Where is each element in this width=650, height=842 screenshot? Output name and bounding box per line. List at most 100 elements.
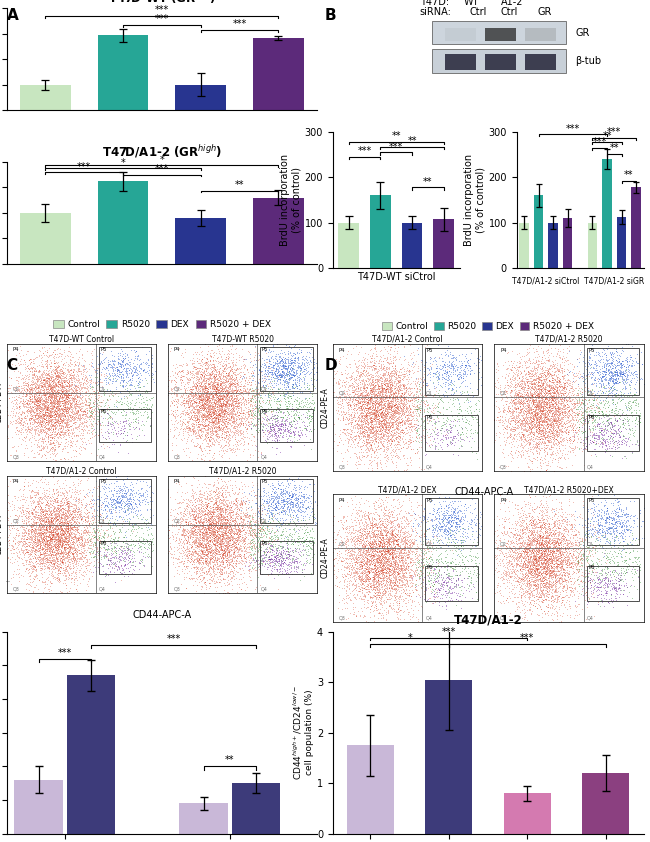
Point <box>351 579 361 593</box>
Point <box>562 582 573 595</box>
Point <box>540 423 551 436</box>
Bar <box>261 541 313 574</box>
Point <box>271 529 281 542</box>
Point <box>353 429 363 442</box>
Point <box>520 412 530 425</box>
Point <box>443 556 453 569</box>
Point <box>525 544 535 557</box>
Point <box>527 589 538 602</box>
Point <box>562 528 573 541</box>
Point <box>605 591 616 605</box>
Point <box>211 514 222 528</box>
Point <box>36 528 46 541</box>
Point <box>3 384 14 397</box>
Point <box>346 424 356 438</box>
Point <box>504 555 514 568</box>
Point <box>534 564 544 578</box>
Point <box>374 529 384 542</box>
Point <box>527 538 538 552</box>
Point <box>62 402 72 415</box>
Point <box>40 552 50 565</box>
Point <box>197 417 207 430</box>
Point <box>185 529 196 542</box>
Point <box>439 566 450 579</box>
Point <box>541 555 552 568</box>
Point <box>46 540 57 553</box>
Point <box>200 381 210 395</box>
Point <box>597 370 607 384</box>
Point <box>127 550 138 563</box>
Point <box>196 367 206 381</box>
Point <box>30 551 40 564</box>
Point <box>126 483 136 497</box>
Point <box>287 543 298 557</box>
Point <box>431 561 441 574</box>
Point <box>194 413 205 427</box>
Point <box>387 384 398 397</box>
Point <box>216 418 227 432</box>
Point <box>375 536 385 550</box>
Point <box>456 376 467 389</box>
Point <box>456 530 467 543</box>
Point <box>534 381 545 395</box>
Point <box>266 507 276 520</box>
Point <box>343 531 353 545</box>
Point <box>292 393 302 407</box>
Point <box>59 522 70 536</box>
Point <box>257 374 267 387</box>
Point <box>216 503 227 516</box>
Point <box>183 408 194 422</box>
Point <box>372 560 383 573</box>
Point <box>75 418 85 431</box>
Point <box>58 411 68 424</box>
Point <box>185 391 195 404</box>
Point <box>226 409 236 423</box>
Point <box>77 538 87 552</box>
Point <box>541 548 551 562</box>
Point <box>363 548 373 562</box>
Point <box>227 383 237 397</box>
Point <box>44 392 55 406</box>
Point <box>69 363 79 376</box>
Point <box>541 447 552 461</box>
Point <box>362 409 372 423</box>
Point <box>443 371 453 385</box>
Point <box>127 364 137 377</box>
Point <box>32 418 43 432</box>
Point <box>375 558 385 572</box>
Point <box>352 438 362 451</box>
Point <box>31 396 42 409</box>
Point <box>518 406 528 419</box>
Point <box>211 368 222 381</box>
Point <box>463 353 473 366</box>
Point <box>374 524 385 537</box>
Point <box>53 534 64 547</box>
Point <box>541 536 551 549</box>
Point <box>211 524 221 537</box>
Point <box>196 542 207 556</box>
Point <box>18 543 28 557</box>
Point <box>40 543 51 557</box>
Point <box>206 512 216 525</box>
Point <box>46 506 57 520</box>
Point <box>370 424 381 438</box>
Point <box>376 577 386 590</box>
Point <box>551 536 562 550</box>
Point <box>246 413 256 427</box>
Point <box>393 502 403 515</box>
Point <box>50 385 60 398</box>
Point <box>617 417 627 430</box>
Point <box>71 358 81 371</box>
Point <box>556 526 567 540</box>
Point <box>393 535 403 548</box>
Point <box>283 344 293 358</box>
Point <box>393 402 403 416</box>
Point <box>274 365 285 378</box>
Point <box>240 420 250 434</box>
Point <box>378 385 389 398</box>
Point <box>265 552 275 565</box>
Point <box>542 422 552 435</box>
Point <box>65 508 75 521</box>
Point <box>111 536 121 550</box>
Point <box>534 568 545 582</box>
